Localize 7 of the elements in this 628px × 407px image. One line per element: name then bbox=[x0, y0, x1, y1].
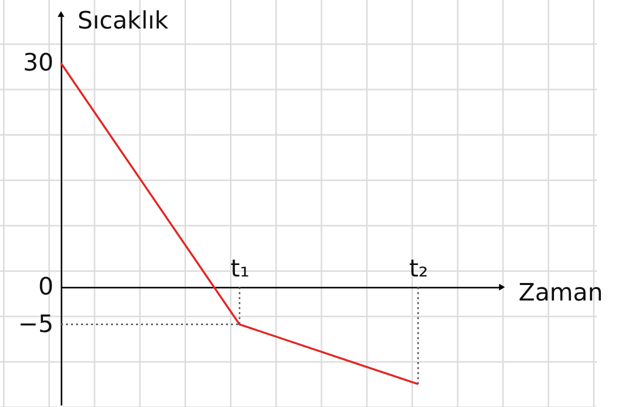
y-tick-label: 30 bbox=[22, 48, 54, 77]
x-tick-label: t₂ bbox=[409, 254, 428, 283]
x-axis-title: Zaman bbox=[518, 278, 603, 307]
y-tick-label: 0 bbox=[38, 272, 54, 301]
y-tick-label: −5 bbox=[18, 310, 54, 338]
x-tick-label: t₁ bbox=[230, 254, 250, 283]
y-axis-title: Sıcaklık bbox=[78, 6, 169, 34]
